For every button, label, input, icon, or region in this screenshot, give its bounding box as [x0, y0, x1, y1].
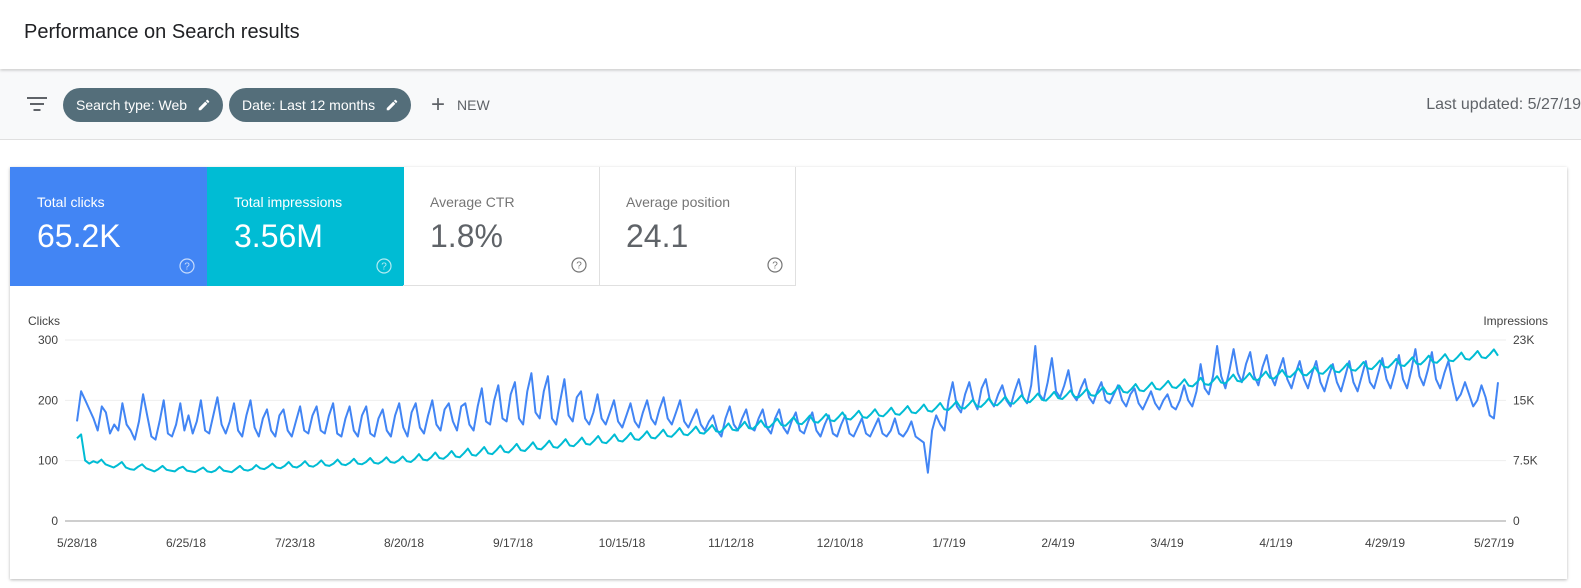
y-left-axis-label: Clicks	[28, 314, 60, 328]
help-icon[interactable]: ?	[571, 257, 587, 273]
svg-text:?: ?	[184, 262, 190, 273]
last-updated-text: Last updated: 5/27/19	[1426, 96, 1581, 113]
y-left-tick-label: 200	[38, 393, 58, 407]
metric-average-position[interactable]: Average position 24.1 ?	[599, 167, 796, 286]
plus-icon: +	[431, 91, 446, 118]
svg-text:?: ?	[772, 261, 778, 272]
y-right-tick-label: 23K	[1513, 333, 1534, 347]
y-right-tick-label: 7.5K	[1513, 454, 1538, 468]
new-label: NEW	[457, 97, 490, 113]
metric-average-ctr[interactable]: Average CTR 1.8% ?	[403, 167, 600, 286]
x-tick-label: 4/1/19	[1259, 536, 1293, 550]
impressions-series-line	[76, 348, 1499, 474]
x-tick-label: 7/23/18	[275, 536, 315, 550]
metric-value: 1.8%	[430, 218, 503, 254]
metric-value: 65.2K	[37, 218, 121, 254]
chip-label: Date: Last 12 months	[242, 97, 376, 113]
x-tick-label: 1/7/19	[932, 536, 966, 550]
x-tick-label: 5/27/19	[1474, 536, 1514, 550]
help-icon[interactable]: ?	[767, 257, 783, 273]
date-range-chip[interactable]: Date: Last 12 months	[229, 88, 412, 122]
help-icon[interactable]: ?	[179, 258, 195, 274]
chip-label: Search type: Web	[76, 97, 188, 113]
pencil-icon[interactable]	[197, 98, 211, 112]
y-right-axis-label: Impressions	[1483, 314, 1548, 328]
metric-label: Average CTR	[430, 194, 515, 210]
pencil-icon[interactable]	[385, 98, 399, 112]
metric-label: Total impressions	[234, 194, 343, 210]
x-tick-label: 4/29/19	[1365, 536, 1405, 550]
app-header: Performance on Search results	[0, 0, 1581, 69]
performance-chart: 300 23K 200 15K 100 7.5K 0 0 Clicks Impressions 5/…	[28, 314, 1548, 550]
page-title: Performance on Search results	[24, 21, 300, 43]
x-tick-label: 3/4/19	[1150, 536, 1184, 550]
y-right-tick-label: 0	[1513, 514, 1520, 528]
x-tick-label: 6/25/18	[166, 536, 206, 550]
performance-card: 300 23K 200 15K 100 7.5K 0 0 Clicks Impressions 5/…	[10, 167, 1567, 579]
y-left-tick-label: 0	[51, 514, 58, 528]
x-tick-label: 11/12/18	[708, 536, 754, 550]
x-tick-label: 2/4/19	[1041, 536, 1075, 550]
svg-text:?: ?	[576, 261, 582, 272]
clicks-series-line	[76, 345, 1499, 474]
x-tick-label: 10/15/18	[599, 536, 646, 550]
metric-total-impressions[interactable]: Total impressions 3.56M ?	[207, 167, 404, 286]
help-icon[interactable]: ?	[376, 258, 392, 274]
search-type-chip[interactable]: Search type: Web	[63, 88, 224, 122]
x-tick-label: 12/10/18	[817, 536, 864, 550]
metric-value: 24.1	[626, 218, 689, 254]
y-left-tick-label: 100	[38, 454, 58, 468]
metric-label: Average position	[626, 194, 731, 210]
x-tick-label: 5/28/18	[57, 536, 97, 550]
x-tick-label: 8/20/18	[384, 536, 424, 550]
x-tick-label: 9/17/18	[493, 536, 533, 550]
filter-list-icon[interactable]	[27, 96, 47, 112]
y-right-tick-label: 15K	[1513, 393, 1534, 407]
svg-text:?: ?	[381, 262, 387, 273]
metric-value: 3.56M	[234, 218, 323, 254]
new-filter-button[interactable]: + NEW	[431, 92, 490, 118]
metric-total-clicks[interactable]: Total clicks 65.2K ?	[10, 167, 207, 286]
metric-label: Total clicks	[37, 194, 105, 210]
y-left-tick-label: 300	[38, 333, 58, 347]
